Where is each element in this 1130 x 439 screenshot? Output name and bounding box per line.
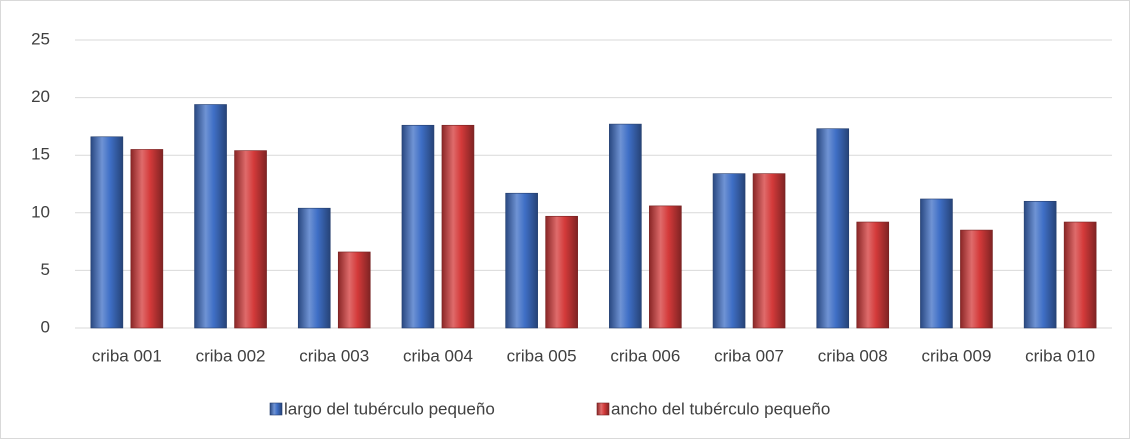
- bar: [90, 136, 124, 329]
- bar: [545, 215, 578, 329]
- bar: [130, 149, 164, 329]
- bar: [337, 251, 371, 329]
- y-tick-label: 20: [31, 87, 50, 106]
- x-tick-label: criba 005: [507, 346, 577, 365]
- bar: [441, 124, 475, 329]
- x-tick-label: criba 006: [610, 346, 680, 365]
- bar: [234, 150, 267, 329]
- bar: [816, 128, 850, 329]
- x-tick-label: criba 008: [818, 346, 888, 365]
- legend-label: largo del tubérculo pequeño: [284, 399, 495, 418]
- y-tick-label: 5: [41, 260, 50, 279]
- x-tick-label: criba 007: [714, 346, 784, 365]
- y-tick-label: 15: [31, 145, 50, 164]
- legend-label: ancho del tubérculo pequeño: [611, 399, 830, 418]
- x-tick-label: criba 010: [1025, 346, 1095, 365]
- y-tick-label: 25: [31, 29, 50, 48]
- bar: [297, 207, 331, 329]
- y-tick-label: 10: [31, 202, 50, 221]
- bar: [649, 205, 682, 329]
- x-tick-label: criba 003: [299, 346, 369, 365]
- x-tick-label: criba 001: [92, 346, 162, 365]
- y-tick-label: 0: [41, 317, 50, 336]
- bar: [752, 173, 786, 329]
- bar: [1063, 221, 1097, 329]
- bar: [194, 104, 227, 329]
- bar: [856, 221, 890, 329]
- bar: [609, 123, 642, 329]
- x-tick-label: criba 002: [196, 346, 266, 365]
- legend-swatch: [596, 402, 610, 416]
- bar: [505, 192, 538, 329]
- bar: [712, 173, 746, 329]
- bar: [960, 229, 993, 329]
- x-tick-label: criba 004: [403, 346, 473, 365]
- bar: [1023, 200, 1057, 329]
- bar: [401, 124, 435, 329]
- x-tick-label: criba 009: [921, 346, 991, 365]
- bar: [920, 198, 953, 329]
- legend-swatch: [269, 402, 283, 416]
